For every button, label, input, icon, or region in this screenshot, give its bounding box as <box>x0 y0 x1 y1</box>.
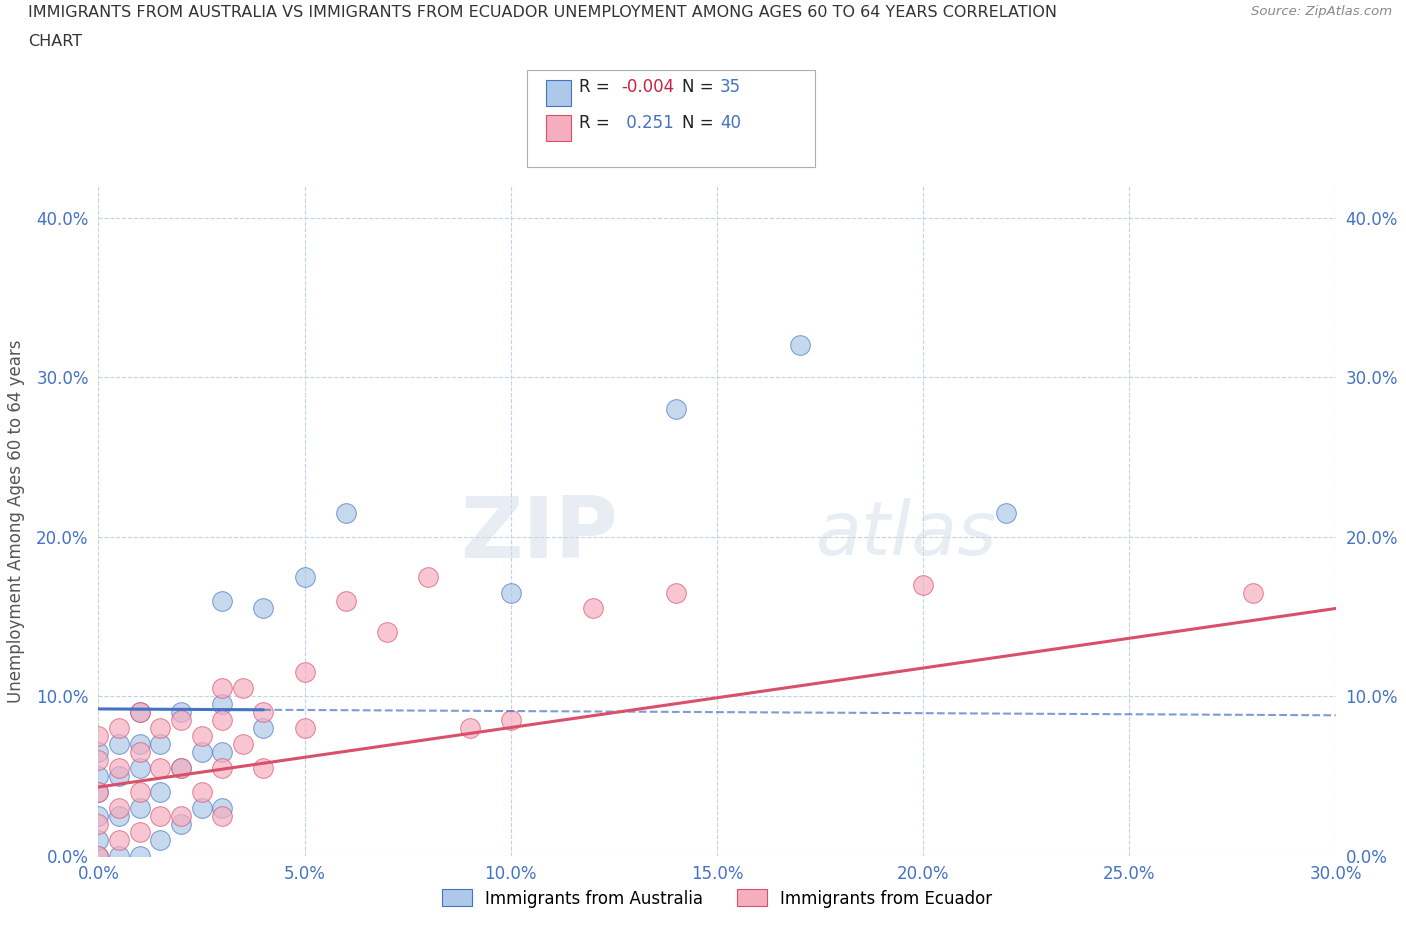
Point <box>665 585 688 600</box>
Point <box>149 737 172 751</box>
Point <box>418 569 440 584</box>
Point <box>912 578 935 592</box>
Point <box>335 593 357 608</box>
Point <box>211 712 233 727</box>
Text: 35: 35 <box>720 78 741 97</box>
Point <box>87 784 110 799</box>
Text: Source: ZipAtlas.com: Source: ZipAtlas.com <box>1251 5 1392 18</box>
Point <box>149 761 172 776</box>
Point <box>232 737 254 751</box>
Text: R =: R = <box>579 78 616 97</box>
Point <box>232 681 254 696</box>
Point <box>87 784 110 799</box>
Point <box>128 745 150 760</box>
Point <box>87 752 110 767</box>
Y-axis label: Unemployment Among Ages 60 to 64 years: Unemployment Among Ages 60 to 64 years <box>7 339 25 702</box>
Point <box>252 601 274 616</box>
Point <box>87 817 110 831</box>
Text: 40: 40 <box>720 113 741 132</box>
Point <box>190 784 212 799</box>
Text: 0.251: 0.251 <box>621 113 675 132</box>
Point <box>87 728 110 743</box>
Point <box>128 761 150 776</box>
Point <box>170 712 193 727</box>
Point <box>128 705 150 720</box>
Point <box>87 848 110 863</box>
Point <box>211 808 233 823</box>
Point <box>108 808 131 823</box>
Point <box>149 832 172 847</box>
Point <box>665 402 688 417</box>
Text: IMMIGRANTS FROM AUSTRALIA VS IMMIGRANTS FROM ECUADOR UNEMPLOYMENT AMONG AGES 60 : IMMIGRANTS FROM AUSTRALIA VS IMMIGRANTS … <box>28 5 1057 20</box>
Point <box>252 705 274 720</box>
Point <box>108 848 131 863</box>
Point <box>294 665 316 680</box>
Point <box>190 728 212 743</box>
Point <box>170 761 193 776</box>
Point <box>108 761 131 776</box>
Text: N =: N = <box>682 113 718 132</box>
Point <box>108 768 131 783</box>
Point <box>582 601 605 616</box>
Point <box>108 801 131 816</box>
Point <box>149 784 172 799</box>
Point <box>128 801 150 816</box>
Point <box>994 505 1017 520</box>
Point <box>499 585 522 600</box>
Point <box>499 712 522 727</box>
Point <box>170 808 193 823</box>
Point <box>252 721 274 736</box>
Point <box>128 784 150 799</box>
Point <box>87 768 110 783</box>
Point <box>149 721 172 736</box>
Point <box>211 761 233 776</box>
Text: N =: N = <box>682 78 718 97</box>
Point <box>87 832 110 847</box>
Legend: Immigrants from Australia, Immigrants from Ecuador: Immigrants from Australia, Immigrants fr… <box>436 883 998 914</box>
Point <box>294 569 316 584</box>
Point <box>108 737 131 751</box>
Text: atlas: atlas <box>815 498 997 570</box>
Point <box>252 761 274 776</box>
Text: R =: R = <box>579 113 616 132</box>
Point <box>294 721 316 736</box>
Text: ZIP: ZIP <box>460 493 619 576</box>
Text: -0.004: -0.004 <box>621 78 675 97</box>
Point <box>211 681 233 696</box>
Point <box>149 808 172 823</box>
Point <box>128 705 150 720</box>
Point <box>211 697 233 711</box>
Text: CHART: CHART <box>28 34 82 49</box>
Point <box>87 848 110 863</box>
Point <box>190 801 212 816</box>
Point <box>211 801 233 816</box>
Point <box>128 737 150 751</box>
Point <box>170 705 193 720</box>
Point <box>335 505 357 520</box>
Point <box>789 338 811 352</box>
Point <box>190 745 212 760</box>
Point <box>211 745 233 760</box>
Point <box>375 625 398 640</box>
Point <box>1241 585 1264 600</box>
Point <box>458 721 481 736</box>
Point <box>128 848 150 863</box>
Point <box>87 745 110 760</box>
Point <box>211 593 233 608</box>
Point <box>128 824 150 839</box>
Point <box>108 832 131 847</box>
Point <box>87 808 110 823</box>
Point <box>170 817 193 831</box>
Point <box>170 761 193 776</box>
Point <box>108 721 131 736</box>
